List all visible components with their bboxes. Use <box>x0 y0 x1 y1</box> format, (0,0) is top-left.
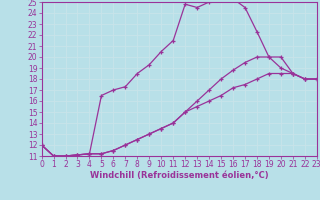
X-axis label: Windchill (Refroidissement éolien,°C): Windchill (Refroidissement éolien,°C) <box>90 171 268 180</box>
